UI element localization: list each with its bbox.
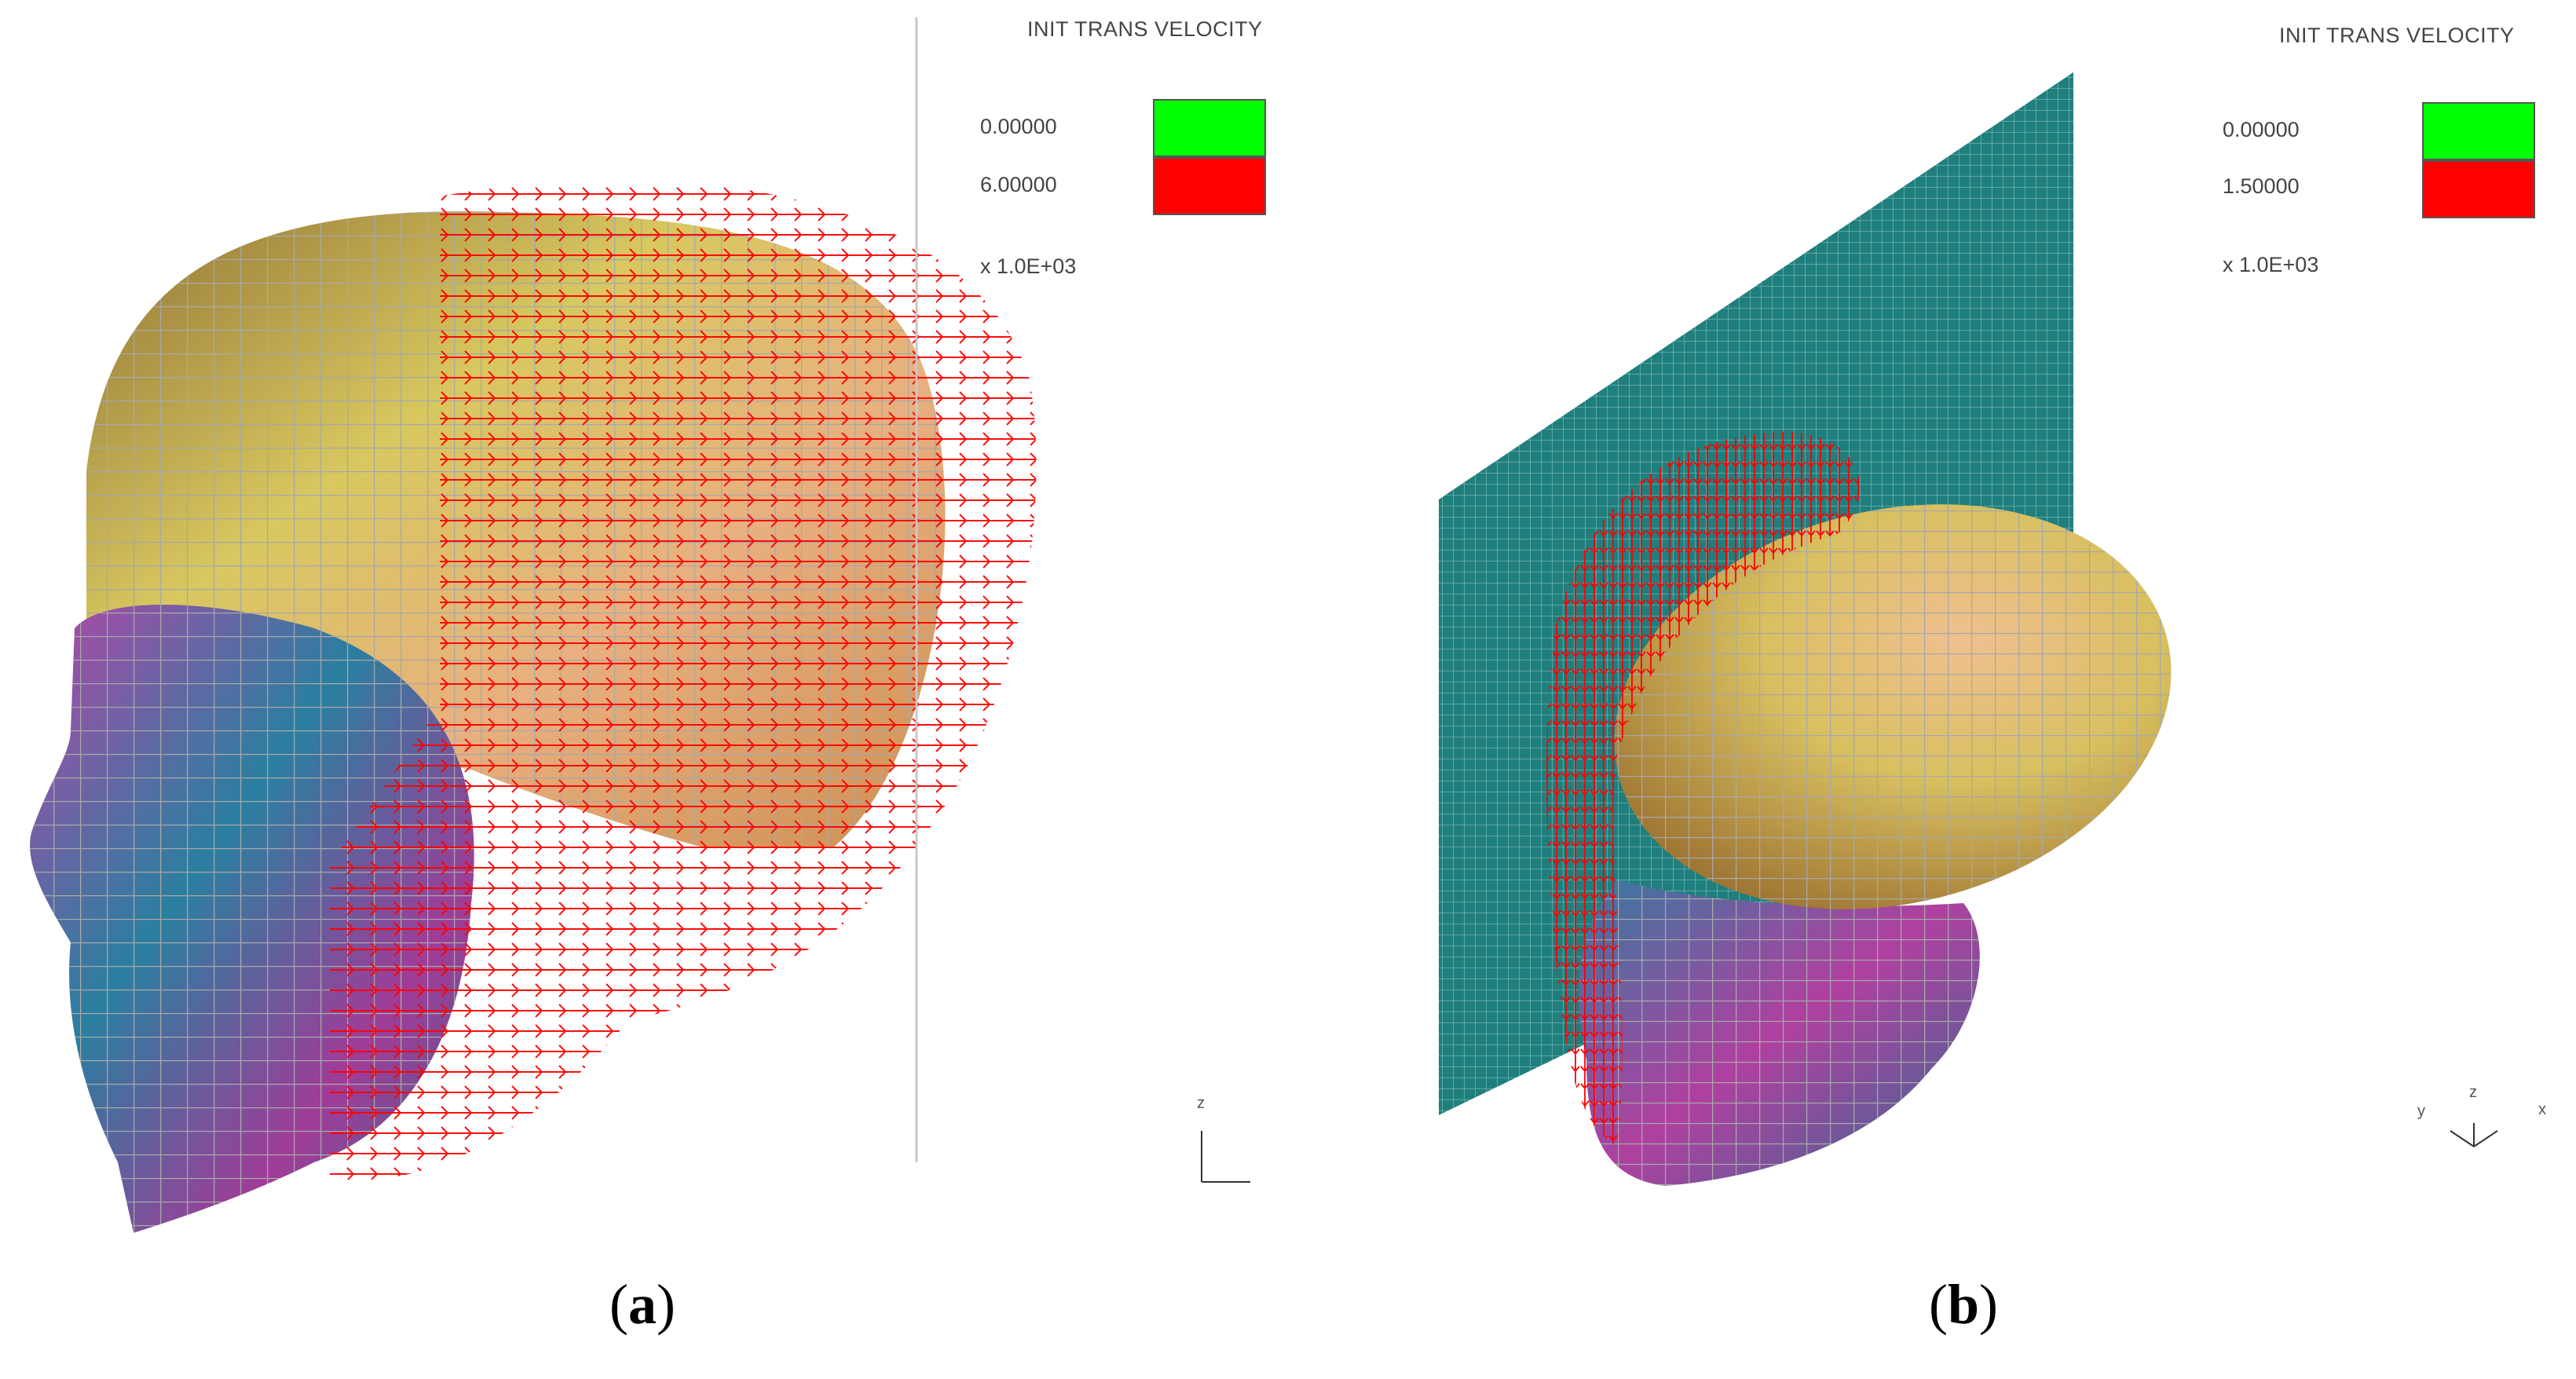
caption-a: (a) [609, 1273, 675, 1336]
legend-scale: x 1.0E+03 [2223, 253, 2319, 276]
legend-max-swatch [2422, 160, 2535, 218]
legend-max-value: 1.50000 [2223, 174, 2300, 198]
axis-label-x: x [2538, 1101, 2546, 1118]
axis-label-z: z [2469, 1084, 2477, 1101]
legend-title: INIT TRANS VELOCITY [1027, 17, 1263, 41]
panel-a-scene [30, 17, 1250, 1233]
axis-triad-icon [1201, 1131, 1250, 1183]
panel-b: INIT TRANS VELOCITY 0.00000 1.50000 x 1.… [1288, 0, 2576, 1336]
caption-b-label: b [1947, 1273, 1980, 1336]
caption-a-label: a [628, 1273, 657, 1336]
panel-a: INIT TRANS VELOCITY 0.00000 6.00000 x 1.… [0, 0, 1288, 1336]
axis-triad-icon [2450, 1123, 2498, 1147]
skull-mesh [1586, 487, 2215, 927]
panel-b-scene [1439, 72, 2498, 1186]
legend-max-swatch [1153, 157, 1266, 215]
axis-label-z: z [1197, 1095, 1205, 1112]
axis-label-y: y [2417, 1103, 2425, 1120]
face-mesh [1579, 880, 1980, 1186]
legend-min-value: 0.00000 [2223, 118, 2300, 141]
caption-b: (b) [1929, 1273, 1999, 1336]
legend-min-value: 0.00000 [980, 115, 1057, 138]
velocity-vectors [330, 180, 1037, 1180]
legend-max-value: 6.00000 [980, 173, 1057, 196]
legend-scale: x 1.0E+03 [980, 254, 1077, 278]
legend-min-swatch [2422, 102, 2535, 160]
legend-min-swatch [1153, 99, 1266, 157]
legend-title: INIT TRANS VELOCITY [2279, 24, 2515, 47]
